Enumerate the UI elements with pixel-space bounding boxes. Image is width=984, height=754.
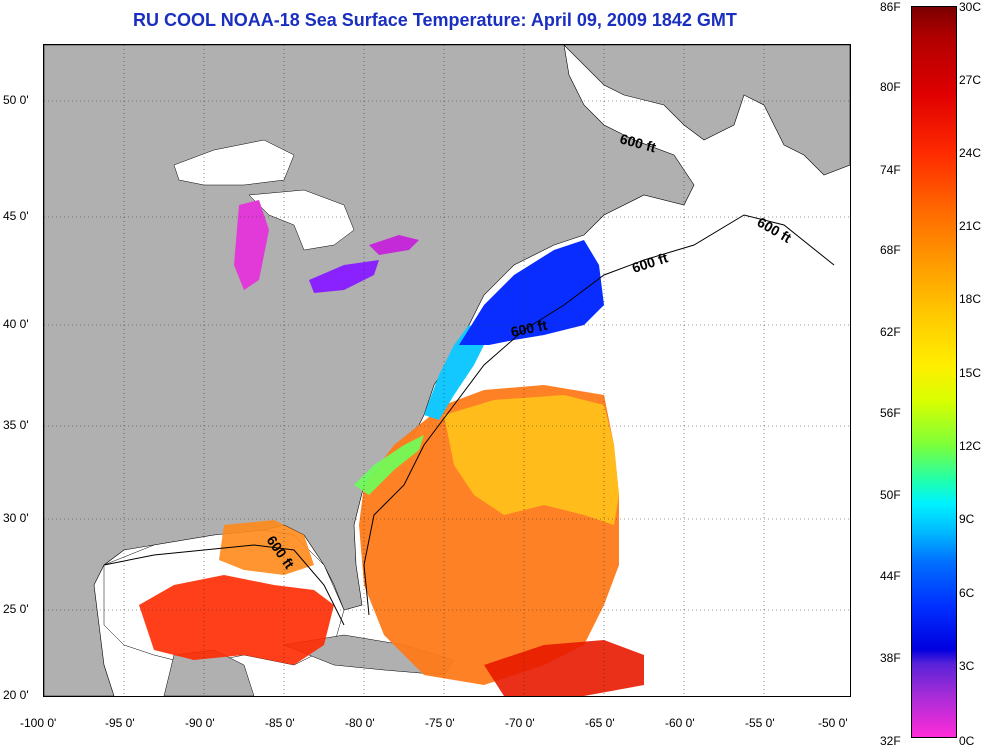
lon-label: -90 0' xyxy=(185,716,215,730)
colorbar-label-c: 12C xyxy=(959,439,982,453)
lon-label: -75 0' xyxy=(425,716,455,730)
lat-label: 20 0' xyxy=(3,688,29,702)
land-yucatan xyxy=(163,649,255,696)
sst-lake-erie xyxy=(309,260,379,293)
sst-shelf-green xyxy=(354,435,424,495)
lon-label: -65 0' xyxy=(585,716,615,730)
colorbar-label-c: 21C xyxy=(959,219,982,233)
lat-label: 35 0' xyxy=(3,418,29,432)
lat-label: 45 0' xyxy=(3,209,29,223)
colorbar-label-f: 74F xyxy=(880,163,901,177)
sst-lake-ontario xyxy=(369,235,419,255)
map-title: RU COOL NOAA-18 Sea Surface Temperature:… xyxy=(133,10,737,30)
colorbar-label-c: 6C xyxy=(959,586,975,600)
lon-label: -55 0' xyxy=(745,716,775,730)
great-lakes xyxy=(173,139,355,251)
colorbar-label-c: 24C xyxy=(959,146,982,160)
colorbar-label-c: 30C xyxy=(959,0,982,14)
sst-mid-atlantic-cyan xyxy=(424,325,489,420)
lat-label: 30 0' xyxy=(3,511,29,525)
sst-map-canvas: 600 ft 600 ft 600 ft 600 ft 600 ft xyxy=(44,45,850,696)
sst-lake-michigan xyxy=(234,200,269,290)
colorbar-label-f: 80F xyxy=(880,80,901,94)
colorbar-label-c: 9C xyxy=(959,512,975,526)
colorbar-label-c: 18C xyxy=(959,292,982,306)
lon-label: -70 0' xyxy=(505,716,535,730)
depth-contour-600ft xyxy=(103,214,835,626)
lat-label: 25 0' xyxy=(3,602,29,616)
colorbar-label-c: 27C xyxy=(959,73,982,87)
temperature-colorbar xyxy=(911,6,957,738)
lat-label: 50 0' xyxy=(3,93,29,107)
colorbar-label-c: 15C xyxy=(959,366,982,380)
sst-map: 600 ft 600 ft 600 ft 600 ft 600 ft xyxy=(43,44,851,697)
colorbar-label-c: 0C xyxy=(959,734,975,748)
sst-gulf-orange xyxy=(219,520,314,575)
lon-label: -100 0' xyxy=(20,716,57,730)
lon-label: -95 0' xyxy=(105,716,135,730)
sst-sargasso-yellow xyxy=(444,395,619,525)
colorbar-label-f: 68F xyxy=(880,243,901,257)
lon-label: -50 0' xyxy=(818,716,848,730)
colorbar-label-f: 32F xyxy=(880,734,901,748)
lon-label: -80 0' xyxy=(345,716,375,730)
contour-label: 600 ft xyxy=(630,249,670,276)
colorbar-label-f: 56F xyxy=(880,406,901,420)
lon-label: -60 0' xyxy=(665,716,695,730)
lon-label: -85 0' xyxy=(265,716,295,730)
land-maritimes xyxy=(563,45,850,176)
colorbar-label-f: 50F xyxy=(880,488,901,502)
colorbar-label-f: 44F xyxy=(880,569,901,583)
colorbar-label-c: 3C xyxy=(959,659,975,673)
sst-gulf-of-maine-blue xyxy=(459,240,604,345)
colorbar-label-f: 86F xyxy=(880,0,901,14)
colorbar-label-f: 38F xyxy=(880,651,901,665)
contour-label: 600 ft xyxy=(755,214,795,246)
graticule xyxy=(44,45,850,696)
sst-gulf-warm xyxy=(139,575,334,665)
colorbar-label-f: 62F xyxy=(880,325,901,339)
lat-label: 40 0' xyxy=(3,317,29,331)
contour-label: 600 ft xyxy=(509,317,548,340)
